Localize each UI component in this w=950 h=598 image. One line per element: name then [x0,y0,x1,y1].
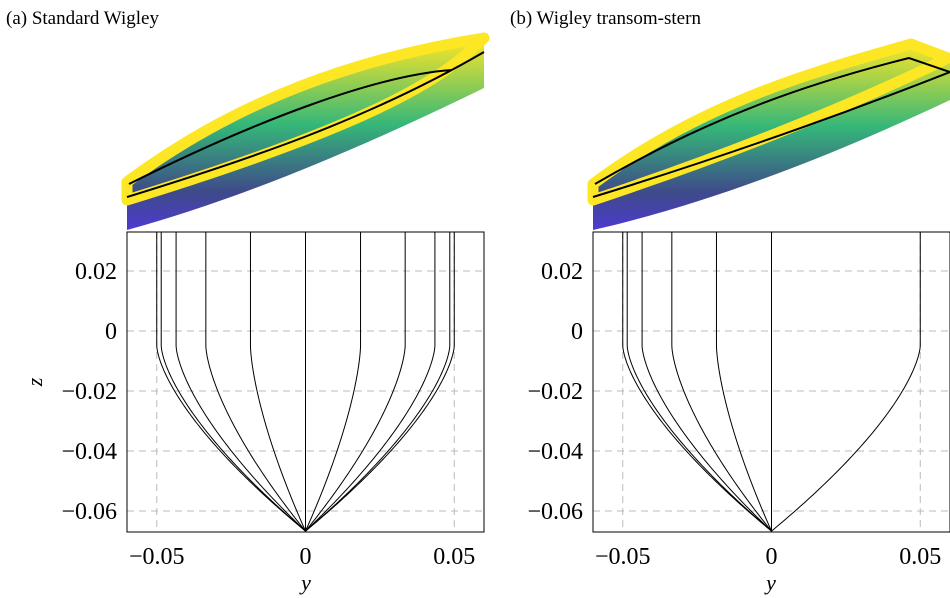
x-axis-label-a: y [299,570,311,595]
section-curve-3 [671,232,772,532]
section-curves-b [622,232,921,532]
x-tick-label: −0.05 [595,544,651,570]
panel-transom-stern: (b) Wigley transom-stern −0.05 0 0.05 0.02 0… [510,8,950,595]
hull-render-b [587,38,950,230]
hull-render-a [121,32,490,230]
section-curve-6 [771,232,921,532]
y-tick-label: −0.02 [61,379,117,405]
section-curve-1 [160,232,306,532]
section-curve-6 [305,232,362,532]
section-curve-9 [305,232,451,532]
y-tick-label: −0.02 [527,379,583,405]
y-tick-label: 0.02 [541,259,583,285]
hull-waterline-a [126,51,485,198]
tick-labels-a: −0.05 0 0.05 0.02 0 −0.02 −0.04 −0.06 [61,259,475,570]
panel-standard-wigley: (a) Standard Wigley −0.05 0 0.05 0.02 0 −0.02… [6,8,490,595]
section-curve-7 [305,232,406,532]
y-tick-label: −0.06 [61,499,117,525]
section-curve-8 [305,232,436,532]
section-curves-a [156,232,455,532]
section-curve-2 [175,232,306,532]
section-curve-4 [249,232,306,532]
x-tick-label: 0.05 [899,544,941,570]
tick-labels-b: −0.05 0 0.05 0.02 0 −0.02 −0.04 −0.06 [527,259,941,570]
y-axis-label-a: z [22,377,47,387]
panel-caption-a: (a) Standard Wigley [6,8,159,29]
section-curve-10 [305,232,455,532]
y-tick-label: 0.02 [75,259,117,285]
y-tick-label: −0.06 [527,499,583,525]
x-tick-label: 0 [766,544,778,570]
hull-deck-rim-a [121,32,490,206]
section-curve-0 [622,232,772,532]
x-axis-label-b: y [764,570,776,595]
plot-frame-a [126,231,485,533]
y-tick-label: 0 [105,319,117,345]
section-curve-2 [641,232,772,532]
y-tick-label: −0.04 [527,439,583,465]
hull-waterline-b [592,56,950,198]
section-curve-0 [156,232,306,532]
section-curve-4 [715,232,772,532]
y-tick-label: −0.04 [61,439,117,465]
plot-frame-b [592,231,950,533]
section-curve-3 [205,232,306,532]
panel-caption-b: (b) Wigley transom-stern [510,8,701,29]
y-tick-label: 0 [571,319,583,345]
section-curve-1 [626,232,772,532]
x-tick-label: 0.05 [433,544,475,570]
x-tick-label: −0.05 [129,544,185,570]
x-tick-label: 0 [300,544,312,570]
